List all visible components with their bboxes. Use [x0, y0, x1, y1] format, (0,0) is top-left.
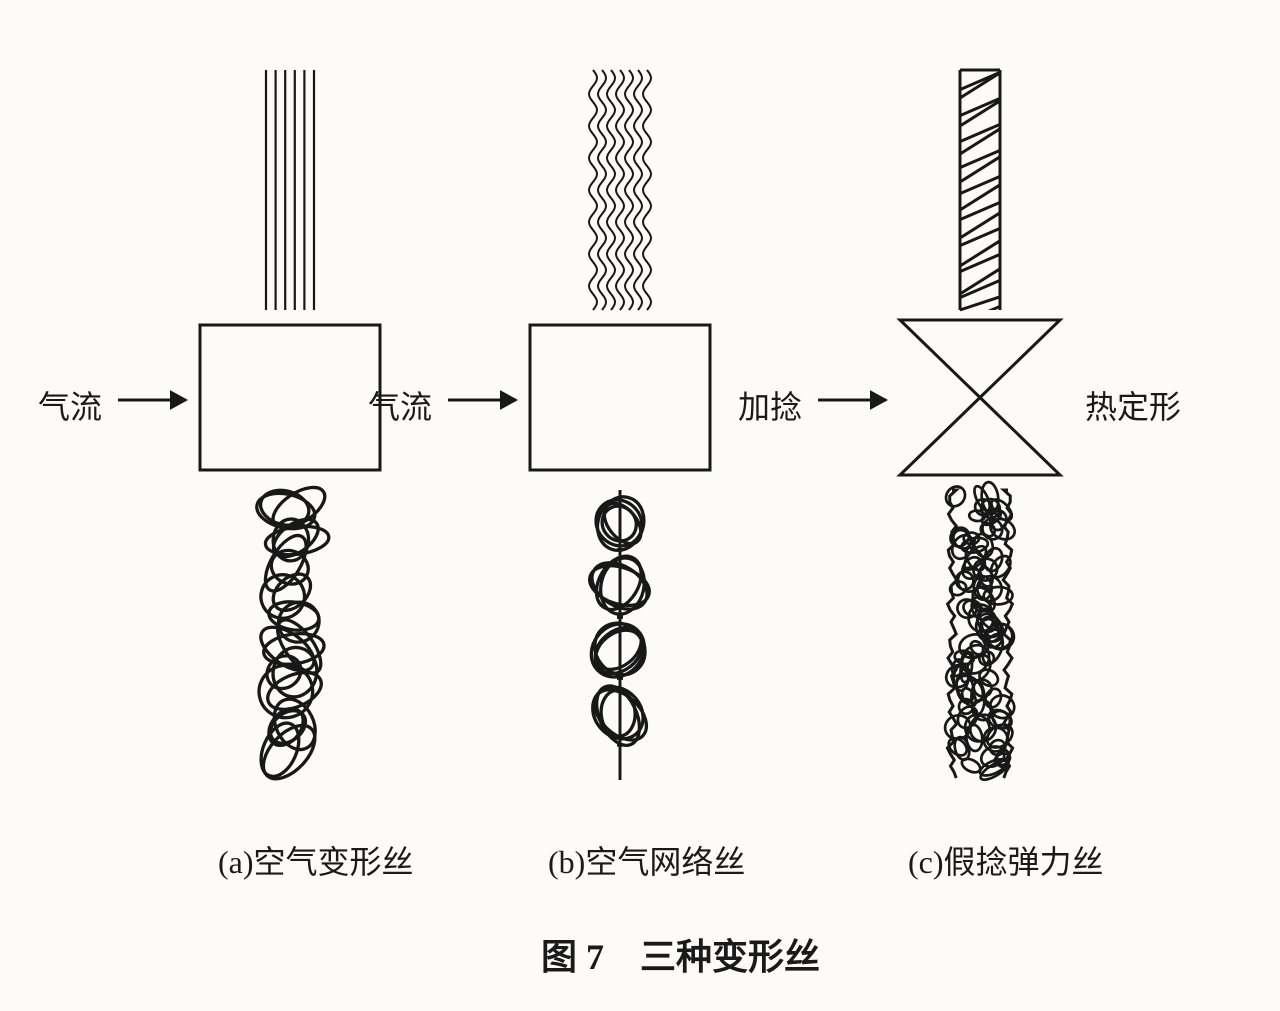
arrow-label-c: 加捻	[738, 382, 802, 428]
figure-stage: 气流 气流 加捻 热定形 (a)空气变形丝 (b)空气网络丝 (c)假捻弹力丝 …	[0, 0, 1280, 1011]
arrow-label-b: 气流	[368, 382, 432, 428]
sublabel-a: (a)空气变形丝	[218, 837, 414, 883]
sublabel-c: (c)假捻弹力丝	[908, 837, 1104, 883]
sublabel-b: (b)空气网络丝	[548, 837, 745, 883]
right-label-c: 热定形	[1085, 382, 1181, 428]
arrow-label-a: 气流	[38, 382, 102, 428]
figure-caption: 图 7 三种变形丝	[541, 928, 820, 980]
